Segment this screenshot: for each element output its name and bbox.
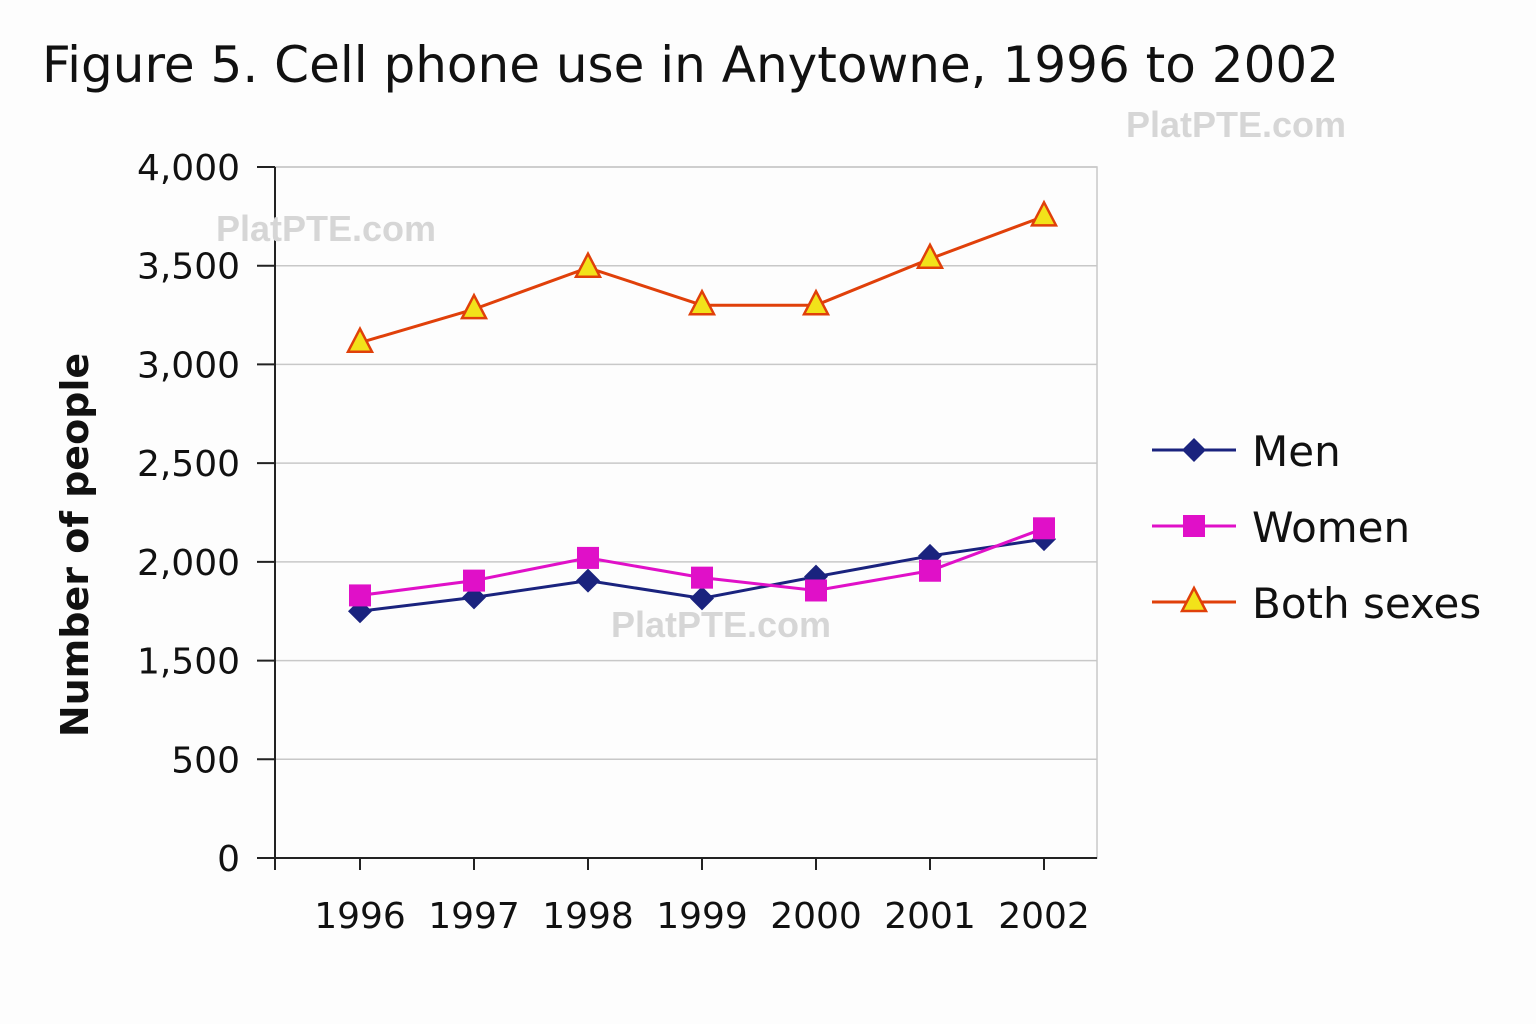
x-tick-label: 1997 [428,896,520,937]
data-point-women [463,569,485,592]
chart-title: Figure 5. Cell phone use in Anytowne, 19… [42,36,1340,94]
y-tick-label: 1,500 [137,642,240,683]
data-point-women [805,579,827,602]
x-tick-label: 2001 [884,896,976,937]
watermark: PlatPTE.com [1126,104,1347,145]
x-tick-label: 1998 [542,896,634,937]
y-tick-label: 2,500 [137,444,240,485]
legend-label-men: Men [1252,427,1341,476]
data-point-both-sexes [345,326,375,353]
legend-label-both-sexes: Both sexes [1252,579,1481,628]
y-tick-label: 0 [217,839,240,880]
watermark: PlatPTE.com [216,208,437,249]
y-tick-label: 4,000 [137,148,240,189]
data-point-women [1033,517,1055,540]
watermark: PlatPTE.com [611,604,832,645]
y-tick-label: 3,000 [137,345,240,386]
data-point-women [919,559,941,582]
series-line-both-sexes [359,214,1045,345]
data-point-both-sexes [1029,199,1059,227]
data-point-women [691,566,713,589]
y-tick-label: 500 [171,740,240,781]
x-tick-label: 2000 [770,896,862,937]
data-point-both-sexes [687,288,717,316]
data-point-women [577,546,599,569]
data-point-men [576,568,600,593]
data-point-both-sexes [915,242,945,270]
data-point-both-sexes [459,292,489,320]
y-tick-label: 2,000 [137,543,240,584]
data-point-both-sexes [801,288,831,316]
plot-area [274,166,1098,859]
data-point-women [349,584,371,607]
legend-label-women: Women [1252,503,1410,552]
x-tick-label: 1996 [314,896,406,937]
legend-marker-women [1183,515,1205,537]
y-tick-label: 3,500 [137,247,240,288]
y-axis-label: Number of people [53,353,97,737]
data-point-men [690,586,714,611]
x-tick-label: 1999 [656,896,748,937]
data-point-both-sexes [573,250,603,278]
legend-marker-both-sexes [1179,585,1209,613]
x-tick-label: 2002 [998,896,1090,937]
legend-marker-men [1182,438,1206,462]
